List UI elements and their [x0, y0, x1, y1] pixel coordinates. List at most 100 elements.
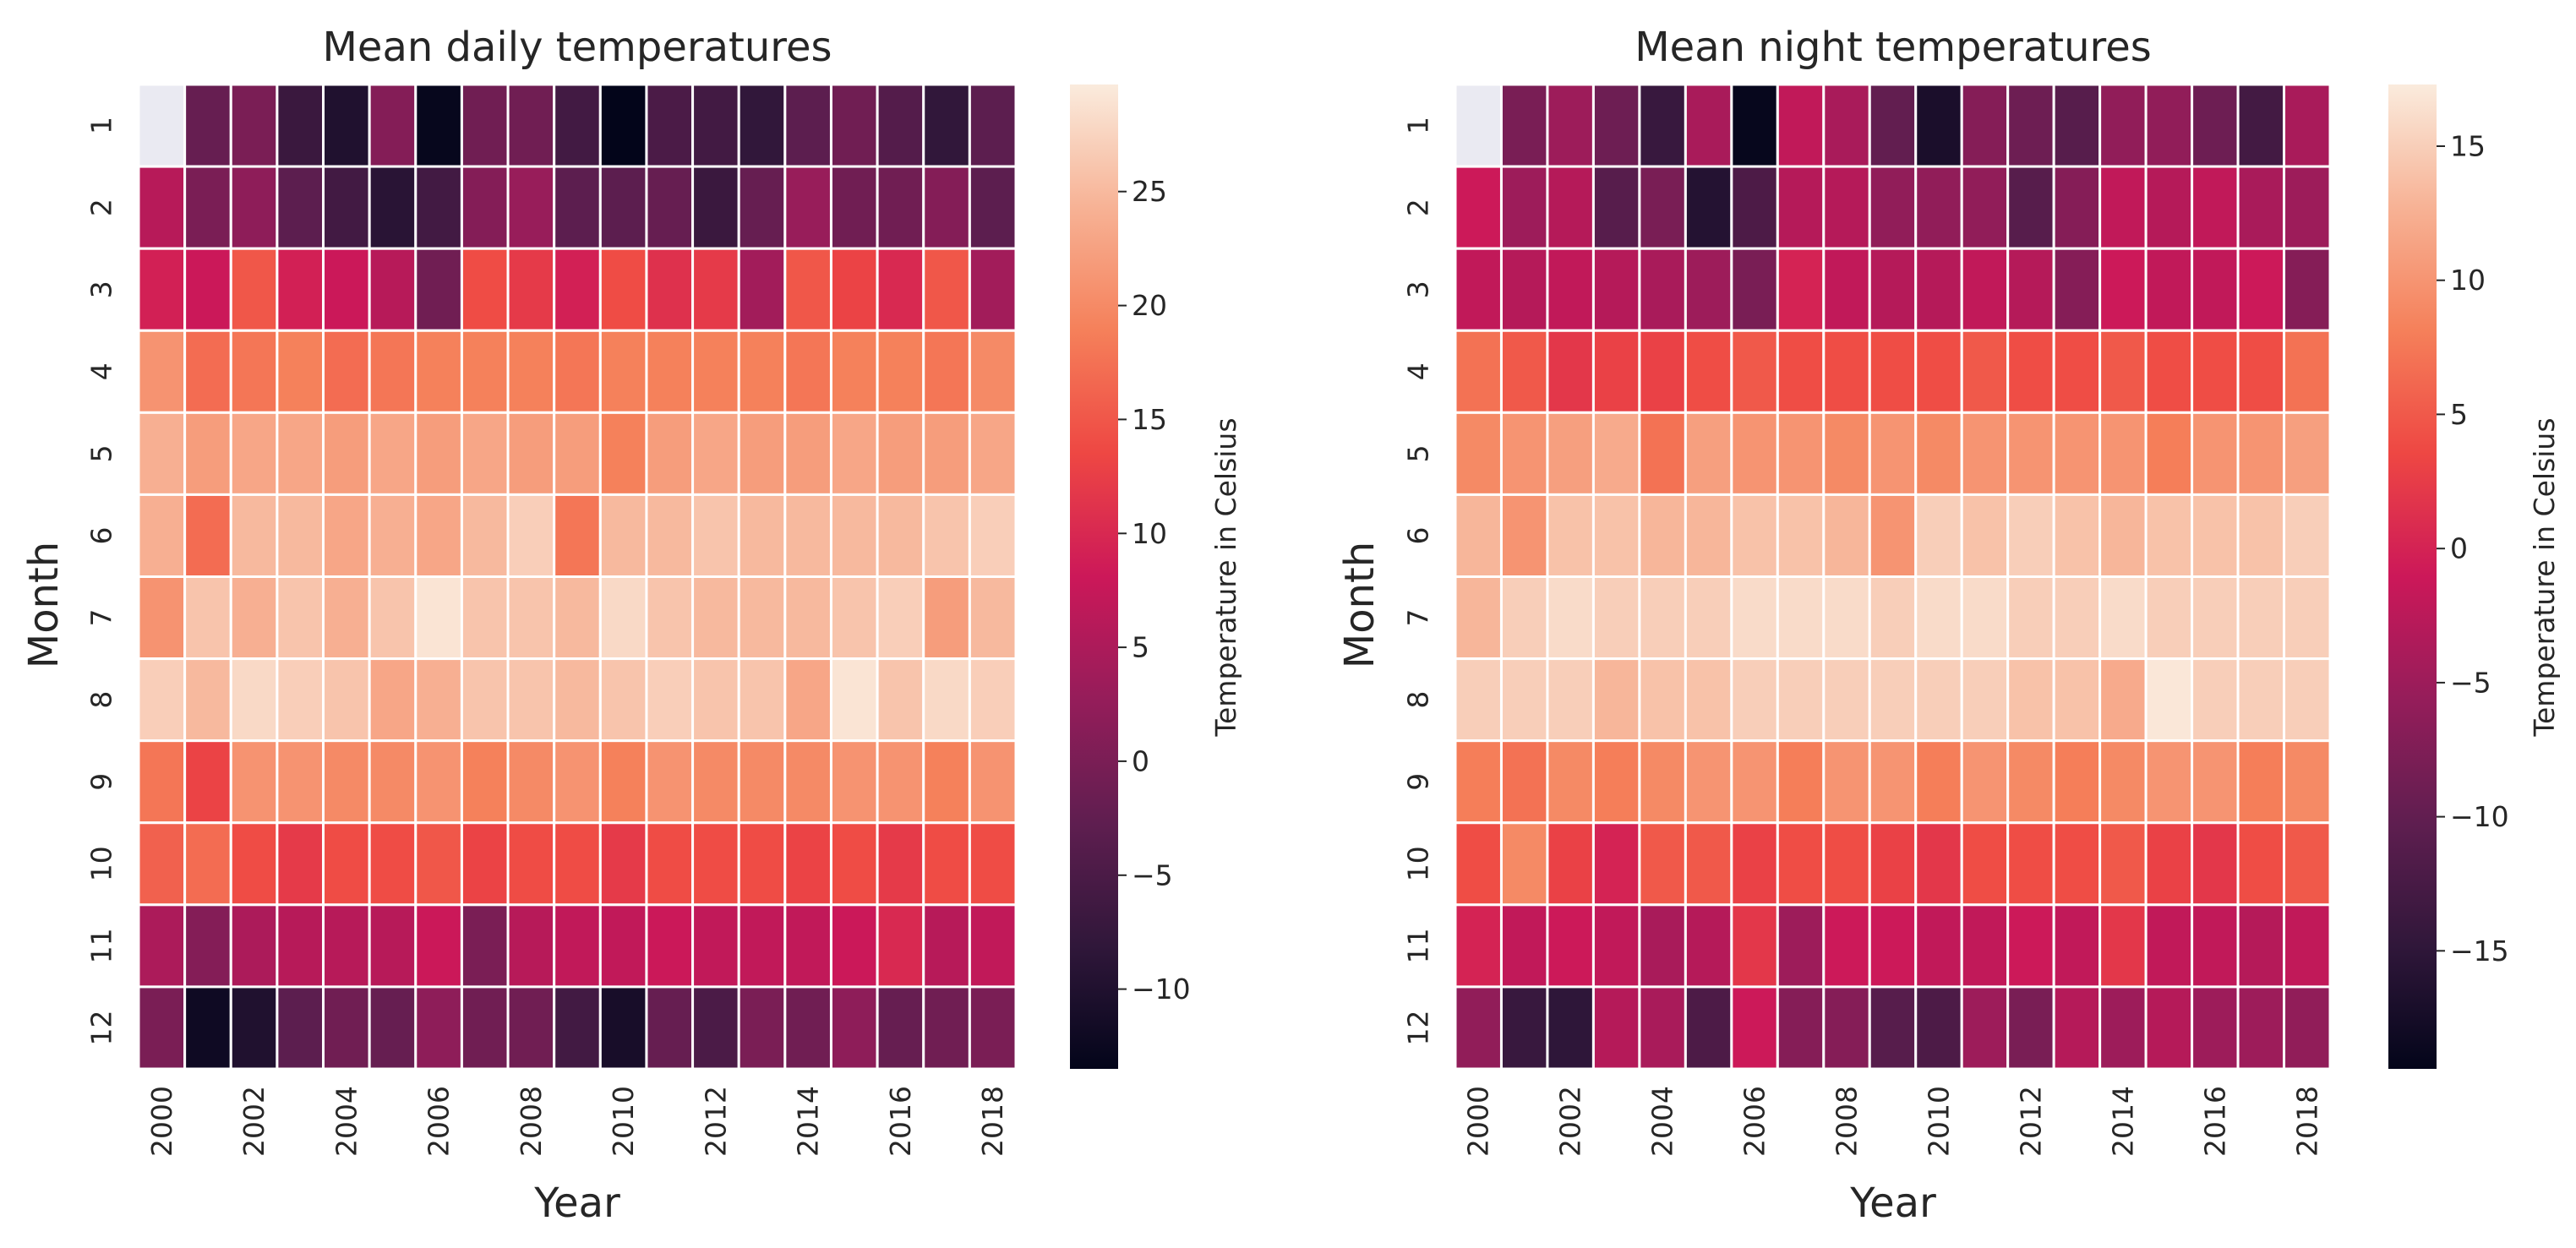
heatmap-cell — [2006, 329, 2055, 414]
colorbar-ticks: −10 −5 0 5 10 15 20 25 — [1118, 175, 1191, 1005]
heatmap-cell — [2052, 821, 2102, 907]
x-axis-label: Year — [533, 1180, 620, 1227]
heatmap-cell — [1822, 575, 1871, 661]
heatmap-cell — [2006, 821, 2055, 907]
heatmap-cell — [1730, 165, 1779, 250]
heatmap-panel-night: Mean night temperatures 123456789101112 … — [1336, 24, 2561, 1227]
heatmap-cell — [1546, 657, 1595, 743]
heatmap-cell — [322, 657, 371, 743]
heatmap-cell — [1684, 165, 1733, 250]
heatmap-cell — [460, 83, 510, 168]
colorbar-ticks: −15 −10 −5 0 5 10 15 — [2437, 130, 2509, 967]
heatmap-cell — [183, 493, 232, 578]
heatmap-cell — [183, 903, 232, 989]
colorbar-tick-label: 0 — [1132, 744, 1149, 777]
heatmap-cell — [2191, 739, 2240, 825]
y-tick-label: 11 — [1402, 928, 1435, 963]
heatmap-cell — [1868, 985, 1918, 1071]
colorbar — [2388, 84, 2437, 1069]
heatmap-cell — [2052, 985, 2102, 1071]
heatmap-cell — [645, 411, 695, 496]
heatmap-cell-empty — [1454, 83, 1503, 168]
heatmap-cell — [553, 821, 602, 907]
heatmap-cell — [1591, 739, 1641, 825]
heatmap-cell — [645, 821, 695, 907]
heatmap-cell — [968, 493, 1018, 578]
heatmap-cell — [1546, 903, 1595, 989]
heatmap-cell — [783, 903, 832, 989]
heatmap-cell — [1868, 903, 1918, 989]
heatmap-cell — [2098, 83, 2148, 168]
heatmap-cell — [414, 821, 463, 907]
heatmap-cell — [553, 83, 602, 168]
heatmap-cell — [598, 985, 648, 1071]
heatmap-cell — [506, 165, 556, 250]
heatmap-cell — [2191, 903, 2240, 989]
heatmap-cell — [1868, 411, 1918, 496]
heatmap-cells — [137, 83, 1018, 1071]
heatmap-cell — [829, 575, 879, 661]
heatmap-cell — [1730, 903, 1779, 989]
heatmap-cell — [2236, 575, 2286, 661]
heatmap-cell — [2191, 657, 2240, 743]
y-tick-label: 1 — [85, 117, 118, 134]
heatmap-cell — [368, 83, 418, 168]
heatmap-cell — [2191, 247, 2240, 332]
heatmap-cell — [2006, 657, 2055, 743]
heatmap-cell — [460, 165, 510, 250]
heatmap-cell — [1499, 575, 1549, 661]
heatmap-cell — [968, 83, 1018, 168]
heatmap-cell — [460, 739, 510, 825]
heatmap-cell — [598, 657, 648, 743]
heatmap-cell — [598, 575, 648, 661]
heatmap-cell — [1960, 985, 2010, 1071]
heatmap-cell — [737, 83, 787, 168]
heatmap-cell — [783, 575, 832, 661]
heatmap-cell — [1546, 411, 1595, 496]
heatmap-cell — [553, 247, 602, 332]
heatmap-cell — [2283, 739, 2332, 825]
heatmap-cell — [368, 411, 418, 496]
heatmap-cell — [1776, 247, 1826, 332]
heatmap-cell — [460, 575, 510, 661]
heatmap-cell — [183, 821, 232, 907]
heatmap-cell — [137, 411, 187, 496]
heatmap-cell — [137, 493, 187, 578]
heatmap-cell — [783, 165, 832, 250]
heatmap-cell — [922, 411, 971, 496]
heatmap-cell — [2283, 83, 2332, 168]
heatmap-cell — [1730, 329, 1779, 414]
heatmap-cell — [1454, 985, 1503, 1071]
colorbar-label: Temperature in Celsius — [1209, 417, 1242, 737]
heatmap-cell — [2236, 83, 2286, 168]
heatmap-cell — [1776, 739, 1826, 825]
heatmap-cell — [322, 165, 371, 250]
heatmap-cell — [2236, 657, 2286, 743]
heatmap-cell — [598, 411, 648, 496]
y-tick-label: 9 — [85, 773, 118, 791]
heatmap-cell — [368, 165, 418, 250]
heatmap-cell — [506, 985, 556, 1071]
colorbar-tick-label: −5 — [2450, 666, 2491, 699]
heatmap-cell — [876, 83, 925, 168]
heatmap-cell — [876, 985, 925, 1071]
heatmap-cell — [968, 411, 1018, 496]
heatmap-cell — [1684, 575, 1733, 661]
heatmap-cell — [183, 739, 232, 825]
heatmap-cell — [645, 575, 695, 661]
heatmap-cell — [1914, 493, 1963, 578]
heatmap-cell — [2283, 985, 2332, 1071]
heatmap-cell — [368, 657, 418, 743]
heatmap-cell — [414, 165, 463, 250]
heatmap-cell — [2283, 821, 2332, 907]
x-tick-labels: 2000 2002 2004 2006 2008 2010 2012 2014 2016 2018 — [145, 1086, 1009, 1157]
heatmap-cell — [829, 411, 879, 496]
heatmap-cell — [1822, 985, 1871, 1071]
heatmap-cell — [1546, 165, 1595, 250]
heatmap-cell — [2144, 329, 2194, 414]
heatmap-cell — [968, 165, 1018, 250]
heatmap-cell — [1868, 657, 1918, 743]
heatmap-cell — [598, 329, 648, 414]
heatmap-cell — [691, 411, 740, 496]
